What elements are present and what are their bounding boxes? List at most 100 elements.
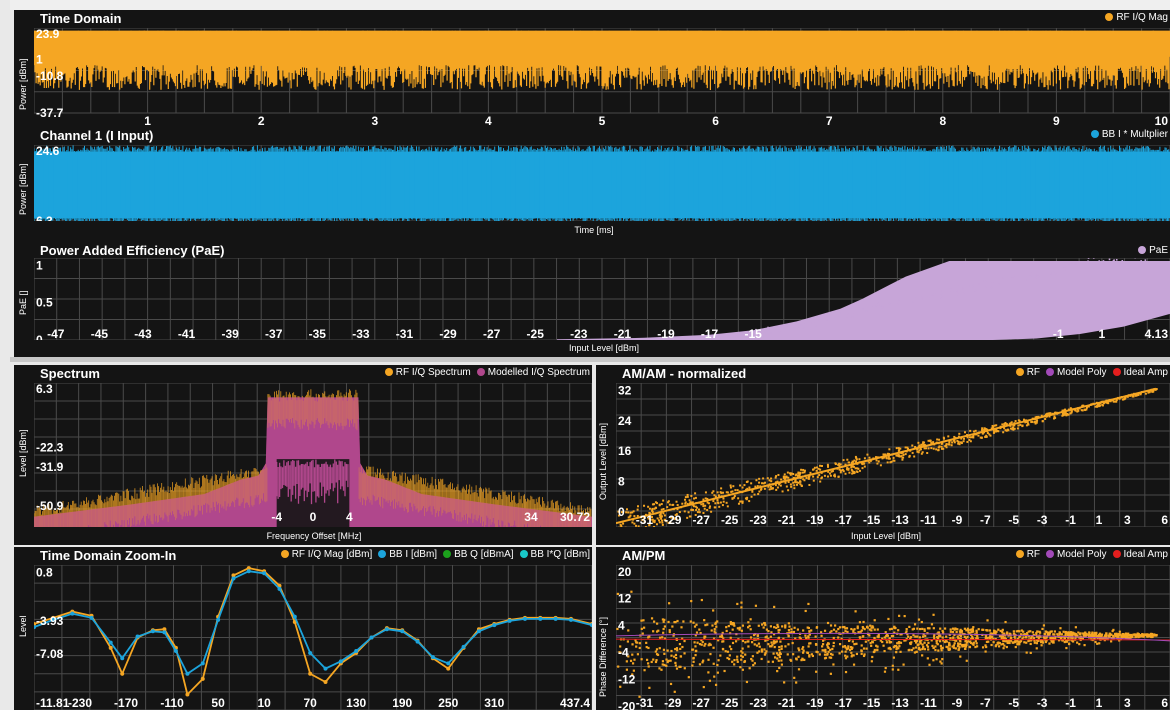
- scatter-point: [987, 640, 990, 643]
- scatter-point: [1125, 635, 1128, 638]
- x-tick-label: -13: [891, 696, 909, 710]
- legend[interactable]: BB I * Multplier: [1090, 129, 1168, 140]
- scatter-point: [1071, 634, 1074, 637]
- legend-item[interactable]: Ideal Amp: [1112, 367, 1168, 378]
- spectrum-chart[interactable]: 6.3-22.3-31.9-50.9-4 0 4 34 30.72: [34, 383, 592, 527]
- legend-item[interactable]: PaE: [1138, 245, 1168, 256]
- scatter-point: [788, 472, 791, 475]
- scatter-point: [857, 631, 860, 634]
- scatter-point: [779, 640, 782, 643]
- scatter-point: [703, 644, 706, 647]
- scatter-point: [754, 604, 758, 607]
- scatter-point: [767, 326, 769, 329]
- scatter-point: [947, 648, 951, 651]
- scatter-point: [694, 645, 697, 648]
- scatter-point: [885, 457, 888, 460]
- scatter-point: [1054, 635, 1057, 639]
- scatter-point: [662, 507, 665, 510]
- scatter-point: [703, 637, 706, 640]
- scatter-point: [675, 667, 679, 670]
- legend-item[interactable]: BB I*Q [dBm]: [519, 549, 590, 560]
- scatter-point: [991, 632, 994, 635]
- legend[interactable]: RF I/Q Mag [dBm] BB I [dBm] BB Q [dBmA] …: [280, 549, 590, 560]
- x-tick-label: 437.4: [560, 696, 590, 710]
- scatter-point: [807, 602, 810, 606]
- scatter-point: [745, 498, 748, 501]
- scatter-point: [658, 647, 661, 650]
- scatter-point: [1098, 642, 1101, 645]
- scatter-point: [888, 453, 891, 456]
- scatter-point: [932, 627, 935, 630]
- legend-item[interactable]: Ideal Amp: [1112, 549, 1168, 560]
- scatter-point: [750, 495, 753, 498]
- scatter-point: [794, 637, 797, 640]
- scatter-point: [790, 485, 793, 488]
- scatter-point: [862, 308, 864, 311]
- scatter-point: [975, 629, 978, 632]
- pae-chart[interactable]: 00.51-47 -45 -43 -41 -39 -37 -35 -33 -31 -29 -27 -2…: [34, 258, 1170, 340]
- scatter-point: [899, 633, 902, 636]
- scatter-point: [855, 652, 859, 656]
- scatter-point: [686, 502, 689, 505]
- channel1-chart[interactable]: 6.324.6: [34, 145, 1170, 221]
- scatter-point: [1076, 641, 1079, 644]
- scatter-point: [889, 641, 893, 644]
- x-axis-label: Input Level [dBm]: [568, 343, 640, 353]
- legend-item[interactable]: RF: [1015, 549, 1040, 560]
- scatter-point: [955, 630, 958, 634]
- scatter-point: [865, 310, 868, 312]
- x-tick-label: 4: [346, 510, 353, 524]
- legend-item[interactable]: BB I [dBm]: [378, 549, 437, 560]
- legend[interactable]: PaE: [1138, 245, 1168, 256]
- scatter-point: [757, 642, 761, 645]
- legend-item[interactable]: RF: [1015, 367, 1040, 378]
- x-tick-label: 4: [485, 114, 492, 127]
- scatter-point: [895, 454, 898, 457]
- scatter-point: [778, 628, 781, 632]
- legend-item[interactable]: Model Poly: [1046, 367, 1107, 378]
- scatter-point: [909, 637, 912, 640]
- scatter-point: [993, 431, 996, 434]
- legend-item[interactable]: Model Poly: [1046, 549, 1107, 560]
- scatter-point: [964, 647, 967, 650]
- panel-divider[interactable]: [10, 357, 1170, 362]
- legend-item[interactable]: Modelled I/Q Spectrum: [476, 367, 590, 378]
- scatter-point: [761, 482, 764, 485]
- scatter-point: [1006, 428, 1009, 431]
- scatter-point: [1002, 642, 1005, 645]
- legend[interactable]: RF Model Poly Ideal Amp: [1015, 549, 1168, 560]
- scatter-point: [736, 335, 738, 338]
- scatter-point: [1126, 262, 1129, 264]
- scatter-point: [920, 296, 923, 299]
- zoom-chart[interactable]: 0.8-3.93-7.08-11.81-230 -170 -110 50 10 70 130…: [34, 565, 592, 710]
- legend-item[interactable]: RF I/Q Mag: [1105, 12, 1168, 23]
- scatter-point: [1137, 394, 1140, 397]
- legend-item[interactable]: RF I/Q Mag [dBm]: [280, 549, 372, 560]
- scatter-point: [993, 629, 996, 632]
- scatter-point: [971, 628, 975, 631]
- legend-item[interactable]: BB Q [dBmA]: [443, 549, 514, 560]
- scatter-point: [831, 653, 834, 656]
- scatter-point: [1150, 635, 1153, 639]
- legend-item[interactable]: RF I/Q Spectrum: [384, 367, 471, 378]
- scatter-point: [673, 690, 676, 693]
- scatter-point: [1070, 639, 1073, 642]
- scatter-point: [774, 476, 777, 479]
- scatter-point: [961, 645, 964, 648]
- legend[interactable]: RF Model Poly Ideal Amp: [1015, 367, 1168, 378]
- scatter-point: [679, 647, 682, 651]
- scatter-point: [1094, 633, 1097, 636]
- scatter-point: [939, 660, 942, 663]
- legend-item[interactable]: BB I * Multplier: [1090, 129, 1168, 140]
- legend[interactable]: RF I/Q Mag: [1105, 12, 1168, 23]
- scatter-point: [717, 494, 720, 497]
- scatter-point: [668, 503, 671, 506]
- legend[interactable]: RF I/Q Spectrum Modelled I/Q Spectrum: [384, 367, 590, 378]
- scatter-point: [721, 504, 724, 507]
- scatter-point: [930, 447, 933, 450]
- scatter-point: [939, 640, 942, 643]
- scatter-point: [1094, 632, 1097, 635]
